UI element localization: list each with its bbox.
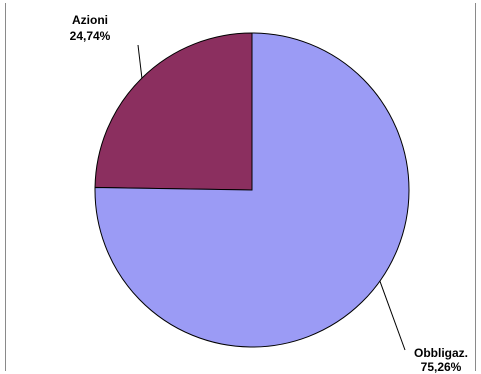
pie-slices	[94, 32, 410, 348]
slice-label-azioni: Azioni	[72, 13, 108, 27]
leader-lines	[137, 44, 406, 351]
slice-label-obbligaz: Obbligaz.	[414, 346, 468, 360]
slice-value-obbligaz: 75,26%	[421, 360, 462, 374]
pie-slice-obbligaz	[94, 32, 410, 348]
chart-frame	[5, 3, 476, 371]
leader-line-azioni	[137, 44, 143, 79]
pie-slice-azioni	[94, 32, 253, 191]
leader-line-obbligaz	[379, 280, 406, 351]
slice-value-azioni: 24,74%	[70, 29, 111, 43]
